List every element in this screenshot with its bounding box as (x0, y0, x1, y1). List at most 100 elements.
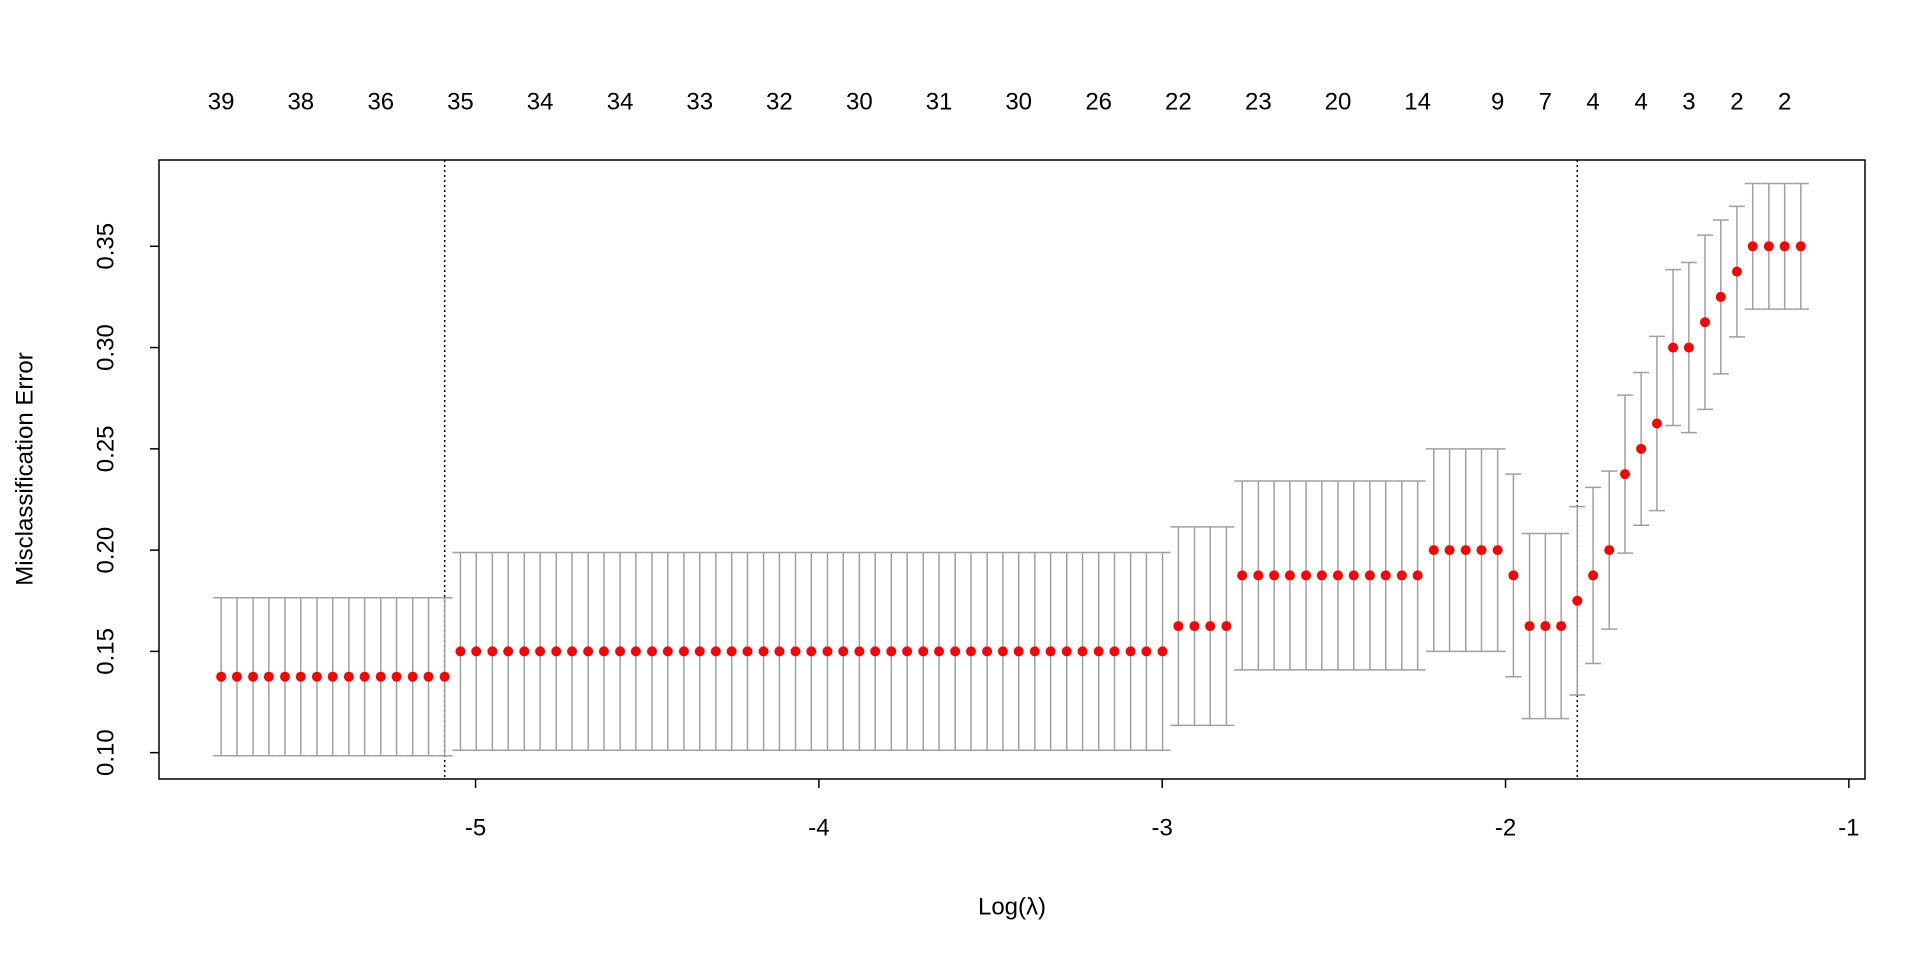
point (1316, 570, 1327, 581)
plot-box (158, 159, 1866, 780)
point (918, 646, 929, 657)
point (647, 646, 658, 657)
y-tick-label: 0.30 (92, 324, 119, 371)
point (423, 671, 434, 682)
point (902, 646, 913, 657)
point (1189, 621, 1200, 632)
top-tick-label: 34 (607, 88, 634, 115)
point (248, 671, 259, 682)
point (934, 646, 945, 657)
point (1636, 443, 1647, 454)
point (439, 671, 450, 682)
point (1269, 570, 1280, 581)
point (726, 646, 737, 657)
point (678, 646, 689, 657)
point (1763, 241, 1774, 252)
top-tick-label: 32 (766, 88, 793, 115)
point (391, 671, 402, 682)
point (1364, 570, 1375, 581)
top-tick-label: 7 (1539, 88, 1552, 115)
point (1668, 342, 1679, 353)
x-tick-label: -1 (1838, 814, 1859, 841)
point (1061, 646, 1072, 657)
point (1109, 646, 1120, 657)
point (231, 671, 242, 682)
point (503, 646, 514, 657)
point (455, 646, 466, 657)
point (1380, 570, 1391, 581)
point (1237, 570, 1248, 581)
point (1620, 469, 1631, 480)
point (774, 646, 785, 657)
top-tick-label: 20 (1325, 88, 1352, 115)
y-tick-label: 0.20 (92, 527, 119, 574)
top-tick-label: 3 (1682, 88, 1695, 115)
point (216, 671, 227, 682)
point (583, 646, 594, 657)
point (1284, 570, 1295, 581)
point (375, 671, 386, 682)
point (838, 646, 849, 657)
point (694, 646, 705, 657)
x-tick-label: -4 (808, 814, 829, 841)
point (1428, 545, 1439, 556)
point (407, 671, 418, 682)
point (950, 646, 961, 657)
point (1332, 570, 1343, 581)
top-tick-label: 31 (926, 88, 953, 115)
point (598, 646, 609, 657)
point (1348, 570, 1359, 581)
top-tick-label: 39 (208, 88, 235, 115)
point (790, 646, 801, 657)
point (1524, 621, 1535, 632)
top-tick-label: 2 (1730, 88, 1743, 115)
point (1029, 646, 1040, 657)
point (535, 646, 546, 657)
point (615, 646, 626, 657)
top-tick-label: 26 (1085, 88, 1112, 115)
point (662, 646, 673, 657)
top-tick-label: 36 (367, 88, 394, 115)
point (1508, 570, 1519, 581)
top-tick-label: 22 (1165, 88, 1192, 115)
x-tick-label: -5 (465, 814, 486, 841)
point (1731, 266, 1742, 277)
point (471, 646, 482, 657)
point (263, 671, 274, 682)
point (1141, 646, 1152, 657)
point (1572, 595, 1583, 606)
top-tick-label: 9 (1491, 88, 1504, 115)
x-axis-title: Log(λ) (978, 893, 1046, 920)
x-tick-label: -3 (1152, 814, 1173, 841)
top-tick-label: 34 (527, 88, 554, 115)
point (487, 646, 498, 657)
x-tick-label: -2 (1495, 814, 1516, 841)
point (1683, 342, 1694, 353)
point (1588, 570, 1599, 581)
point (1125, 646, 1136, 657)
top-tick-label: 30 (1005, 88, 1032, 115)
point (359, 671, 370, 682)
point (965, 646, 976, 657)
point (1412, 570, 1423, 581)
point (1205, 621, 1216, 632)
point (1077, 646, 1088, 657)
point (343, 671, 354, 682)
point (1460, 545, 1471, 556)
point (1253, 570, 1264, 581)
y-tick-label: 0.25 (92, 425, 119, 472)
point (1540, 621, 1551, 632)
point (870, 646, 881, 657)
point (1651, 418, 1662, 429)
point (311, 671, 322, 682)
point (1045, 646, 1056, 657)
point (1301, 570, 1312, 581)
point (806, 646, 817, 657)
point (854, 646, 865, 657)
top-tick-label: 30 (846, 88, 873, 115)
point (710, 646, 721, 657)
point (1396, 570, 1407, 581)
point (1556, 621, 1567, 632)
point (1093, 646, 1104, 657)
